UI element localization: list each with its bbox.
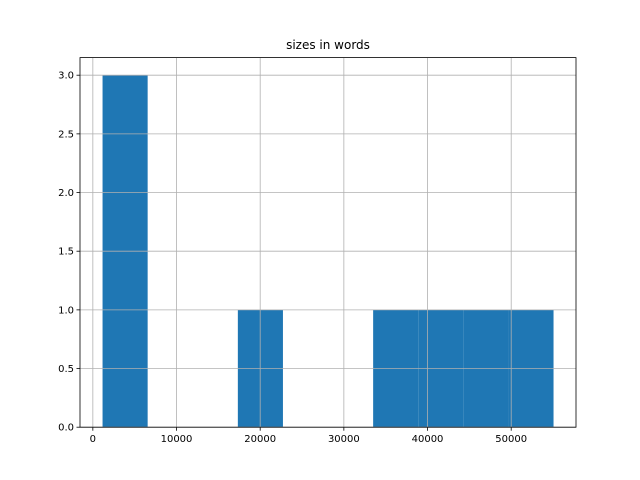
x-tick-label: 30000	[328, 434, 360, 445]
x-tick-label: 50000	[495, 434, 527, 445]
x-tick-label: 10000	[161, 434, 193, 445]
x-tick-label: 40000	[412, 434, 444, 445]
chart-title: sizes in words	[286, 38, 370, 52]
x-tick-label: 20000	[244, 434, 276, 445]
y-tick-label: 2.5	[58, 129, 74, 140]
y-tick-label: 1.5	[58, 247, 74, 258]
y-tick-label: 1.0	[58, 305, 74, 316]
y-tick-label: 3.0	[58, 71, 74, 82]
y-tick-label: 0.0	[58, 423, 74, 434]
y-tick-label: 0.5	[58, 364, 74, 375]
y-tick-label: 2.0	[58, 188, 74, 199]
x-tick-label: 0	[90, 434, 96, 445]
plot-frame	[79, 57, 577, 428]
